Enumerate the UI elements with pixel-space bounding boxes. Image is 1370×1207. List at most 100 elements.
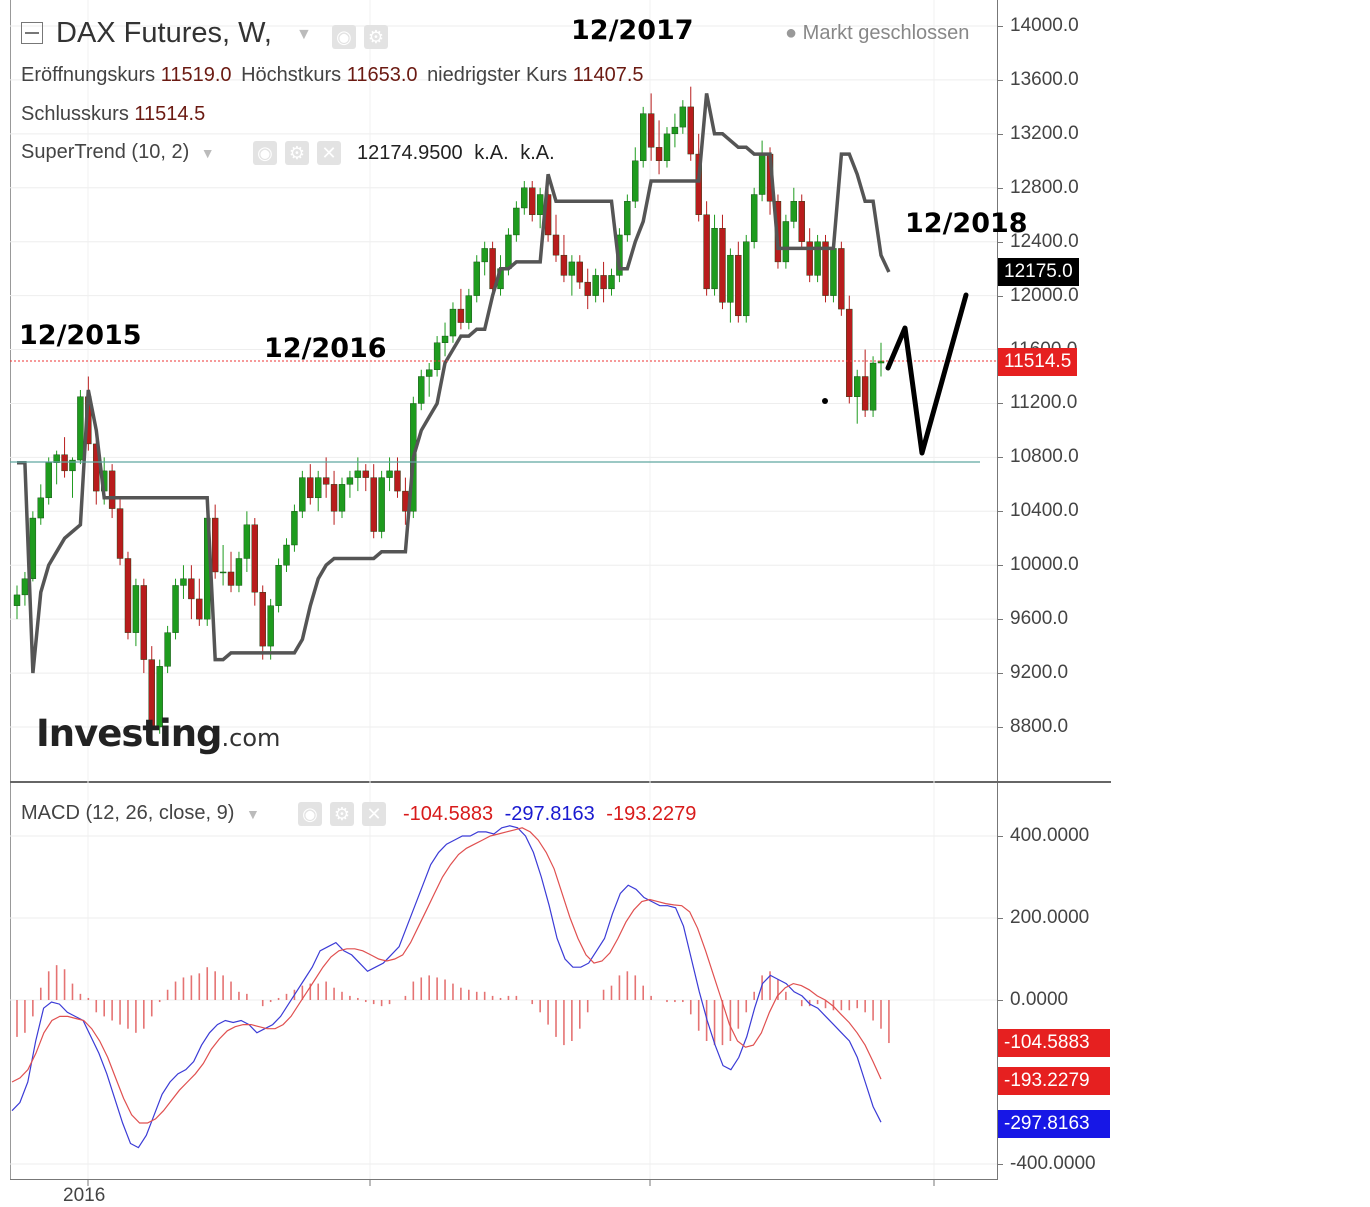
macd-line — [11, 825, 882, 1149]
candle-body — [29, 517, 37, 579]
candle-body — [782, 221, 790, 263]
candle-body — [647, 113, 655, 148]
macd-tick-label: 400.0000 — [1010, 825, 1090, 846]
candle-body — [188, 578, 195, 600]
macd-hist-value: -104.5883 — [403, 803, 494, 825]
price-tick-mark — [997, 26, 1003, 27]
supertrend-gear-icon[interactable]: ⚙ — [285, 141, 309, 165]
pane-separator[interactable] — [10, 781, 1111, 783]
macd-chevron-icon[interactable]: ▼ — [245, 806, 260, 822]
candle-body — [798, 201, 805, 242]
supertrend-label[interactable]: SuperTrend (10, 2) — [21, 141, 190, 163]
eye-icon[interactable]: ◉ — [332, 25, 356, 49]
symbol-menu-chevron-icon[interactable]: ▼ — [296, 26, 312, 43]
candle-body — [679, 106, 687, 128]
time-axis-border — [10, 1179, 998, 1180]
macd-tick-mark — [997, 836, 1003, 837]
macd-tick-label: 0.0000 — [1010, 989, 1069, 1010]
candles — [13, 86, 885, 741]
gear-icon[interactable]: ⚙ — [364, 25, 388, 49]
candle-body — [473, 261, 480, 296]
candle-body — [180, 578, 187, 586]
price-tick-label: 11200.0 — [1010, 392, 1078, 414]
candle-body — [322, 477, 330, 485]
candle-body — [243, 524, 251, 559]
candle-body — [338, 484, 346, 512]
price-tick-mark — [997, 457, 1003, 459]
candle-body — [655, 147, 663, 162]
candle-body — [227, 571, 235, 586]
time-label-2016: 2016 — [63, 1185, 106, 1206]
candle-body — [822, 241, 829, 296]
candle-body — [854, 376, 861, 397]
supertrend-na-1: k.A. — [474, 142, 509, 164]
macd-tick-label: 200.0000 — [1010, 907, 1090, 928]
candle-body — [156, 666, 163, 728]
macd-eye-icon[interactable]: ◉ — [298, 802, 322, 826]
candle-body — [632, 160, 639, 202]
macd-gear-icon[interactable]: ⚙ — [330, 802, 354, 826]
candle-body — [703, 214, 710, 290]
annotation-12-2017: 12/2017 — [571, 15, 694, 46]
candle-body — [521, 187, 528, 209]
candle-body — [489, 248, 496, 290]
candle-body — [69, 459, 76, 472]
candle-body — [45, 462, 52, 499]
candle-body — [330, 484, 338, 512]
close-value: 11514.5 — [134, 103, 206, 125]
candle-body — [259, 591, 266, 647]
candle-body — [124, 558, 132, 633]
macd-values: -104.5883 -297.8163 -193.2279 — [403, 803, 696, 826]
macd-signal-value: -193.2279 — [606, 803, 697, 825]
projection-drawing — [885, 292, 969, 456]
candle-body — [164, 632, 171, 667]
symbol-title: DAX Futures, W, — [56, 17, 272, 49]
candle-body — [354, 470, 362, 478]
candle-body — [529, 187, 536, 215]
macd-legend[interactable]: MACD (12, 26, close, 9) ▼ — [21, 802, 260, 825]
candle-body — [877, 360, 885, 364]
price-tick-mark — [997, 241, 1003, 243]
candle-body — [576, 261, 583, 283]
macd-tick-mark — [997, 1164, 1003, 1165]
macd-close-icon[interactable]: ✕ — [362, 802, 386, 826]
candle-body — [719, 228, 726, 303]
candle-body — [394, 470, 401, 492]
price-tick-mark — [997, 133, 1003, 135]
supertrend-eye-icon[interactable]: ◉ — [253, 141, 277, 165]
candle-body — [711, 228, 718, 290]
price-tick-mark — [997, 511, 1003, 513]
price-tick-label: 8800.0 — [1010, 716, 1069, 737]
candle-body — [861, 376, 869, 411]
chart-left-border — [10, 0, 11, 1180]
supertrend-close-icon[interactable]: ✕ — [317, 141, 341, 165]
candle-body — [235, 558, 243, 586]
candle-body — [315, 477, 322, 499]
price-tick-mark — [997, 403, 1003, 405]
candle-body — [441, 335, 449, 343]
candle-body — [743, 241, 750, 317]
supertrend-chevron-icon[interactable]: ▼ — [200, 145, 215, 161]
open-label: Eröffnungskurs — [21, 64, 156, 86]
candle-body — [196, 598, 203, 620]
candle-body — [846, 308, 853, 397]
candle-body — [790, 201, 798, 222]
candle-body — [77, 396, 84, 461]
time-ticks — [87, 1179, 935, 1186]
price-tick-label: 10400.0 — [1010, 500, 1079, 522]
candle-body — [53, 454, 60, 463]
candle-body — [148, 659, 155, 728]
collapse-toggle[interactable] — [21, 22, 43, 44]
candle-body — [560, 254, 568, 276]
supertrend-legend[interactable]: SuperTrend (10, 2) ▼ — [21, 141, 215, 164]
candle-body — [108, 470, 116, 509]
price-tick-mark — [997, 673, 1003, 675]
candle-body — [13, 594, 21, 606]
supertrend-na-2: k.A. — [520, 142, 555, 164]
macd-tick-label: -400.0000 — [1010, 1153, 1096, 1174]
macd-line-value: -297.8163 — [504, 803, 595, 825]
candle-body — [624, 201, 631, 236]
candle-body — [568, 261, 576, 276]
macd-label[interactable]: MACD (12, 26, close, 9) — [21, 802, 235, 824]
